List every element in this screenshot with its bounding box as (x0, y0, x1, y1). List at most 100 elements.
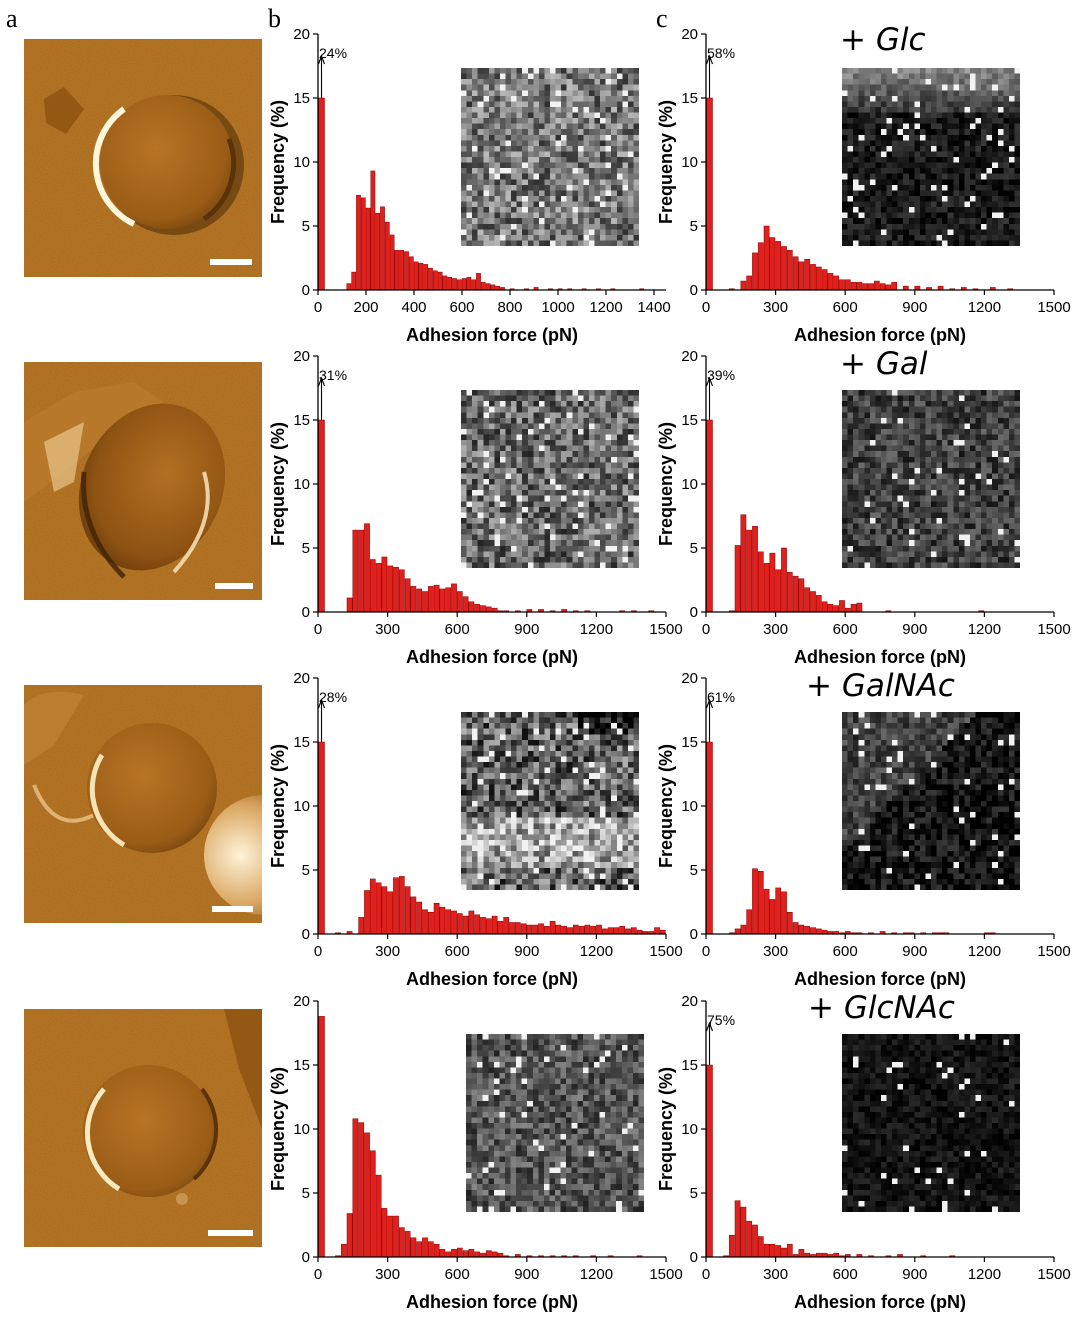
histogram-bar (792, 256, 799, 291)
y-tick-label: 20 (681, 993, 698, 1010)
histogram-bar (410, 896, 417, 935)
histogram-bar (416, 588, 423, 613)
histogram-bar (844, 279, 851, 291)
histogram-bar (792, 922, 799, 935)
histogram-bar (404, 886, 411, 935)
histogram-bar (358, 917, 365, 935)
histogram-bar (781, 1247, 787, 1258)
histogram-bar (358, 529, 365, 613)
histogram-bar (868, 283, 874, 291)
histogram-bar (404, 1231, 411, 1258)
zero-force-percentage: 58% (707, 45, 735, 61)
histogram-bar (891, 282, 898, 291)
histogram-bar (387, 565, 394, 613)
x-tick-label: 0 (314, 943, 322, 960)
y-tick-label: 15 (293, 412, 310, 429)
histogram-bar (369, 1150, 376, 1258)
histogram-bar (439, 906, 446, 935)
x-axis-title: Adhesion force (pN) (794, 325, 966, 345)
histogram-bar (462, 596, 469, 613)
histogram-bar (746, 909, 753, 935)
histogram-bar (456, 1247, 463, 1258)
histogram-bar (456, 279, 462, 291)
x-tick-label: 1200 (968, 943, 1001, 960)
x-tick-label: 0 (702, 299, 710, 316)
y-tick-label: 20 (681, 26, 698, 43)
histogram-bar (375, 882, 382, 935)
histogram-bar (428, 267, 433, 291)
histogram-bar (798, 924, 805, 935)
overflow-arrow (705, 698, 714, 742)
histogram-bar (543, 926, 550, 935)
x-tick-label: 0 (702, 621, 710, 638)
histogram-bar (365, 207, 371, 291)
zero-force-percentage: 31% (319, 367, 347, 383)
histogram-bar (404, 251, 409, 291)
histogram-bar (839, 600, 845, 613)
y-axis-title: Frequency (%) (656, 422, 676, 546)
histogram-bar (503, 917, 510, 935)
histogram-bar (746, 275, 753, 291)
histogram-c-row3: 0 5 10 15 20 0 300 600 900 1200 1500 Adhesion force… (652, 670, 1071, 995)
adhesion-map-b-row2 (461, 390, 639, 568)
overflow-arrow (705, 54, 714, 98)
histogram-bar (352, 1118, 359, 1258)
y-tick-label: 20 (293, 348, 310, 365)
x-tick-label: 900 (902, 1266, 927, 1283)
y-tick-label: 0 (302, 604, 310, 621)
histogram-bar (804, 587, 811, 613)
histogram-b-row1: 0 5 10 15 20 0 200 400 600 800 1000 1200 1400 Adhesio… (264, 26, 674, 351)
histogram-bar (480, 605, 486, 613)
histogram-bar (786, 911, 793, 935)
x-tick-label: 600 (445, 943, 470, 960)
histogram-bar (410, 586, 417, 613)
x-tick-label: 300 (763, 943, 788, 960)
x-tick-label: 600 (449, 299, 474, 316)
adhesion-map-b-row4 (466, 1034, 644, 1212)
histogram-bar (601, 928, 608, 935)
histogram-bar (763, 888, 770, 935)
histogram-bar (613, 927, 620, 935)
histogram-bar (445, 587, 452, 613)
histogram-bar (398, 876, 405, 935)
x-tick-label: 600 (833, 299, 858, 316)
y-axis-title: Frequency (%) (268, 422, 288, 546)
afm-image-row1 (24, 39, 262, 277)
histogram-bar (433, 1243, 440, 1258)
histogram-bar (706, 741, 713, 935)
x-tick-label: 600 (833, 943, 858, 960)
sugar-label-galnac: + GalNAc (806, 668, 955, 704)
histogram-bar (491, 1251, 498, 1258)
y-tick-label: 20 (293, 670, 310, 687)
x-tick-label: 300 (763, 1266, 788, 1283)
histogram-bar (471, 279, 477, 291)
histogram-bar (763, 563, 770, 613)
histogram-bar (356, 195, 361, 291)
histogram-bar (452, 278, 457, 291)
y-tick-label: 15 (293, 1057, 310, 1074)
y-tick-label: 15 (293, 90, 310, 107)
x-tick-label: 600 (833, 621, 858, 638)
x-tick-label: 1500 (1037, 621, 1070, 638)
histogram-bar (456, 913, 463, 935)
histogram-bar (369, 559, 376, 613)
y-tick-label: 5 (690, 1185, 698, 1202)
x-tick-label: 800 (497, 299, 522, 316)
histogram-bar (740, 1206, 747, 1258)
x-tick-label: 1200 (580, 621, 613, 638)
x-axis-title: Adhesion force (pN) (406, 1292, 578, 1312)
histogram-bar (462, 1250, 469, 1258)
x-tick-label: 1500 (649, 621, 682, 638)
histogram-bar (775, 1245, 782, 1258)
histogram-bar (856, 282, 863, 291)
x-tick-label: 1500 (1037, 299, 1070, 316)
adhesion-map-c-row2 (842, 390, 1020, 568)
bars (318, 1016, 643, 1258)
y-tick-label: 10 (293, 154, 310, 171)
y-tick-label: 15 (681, 734, 698, 751)
y-tick-label: 5 (690, 540, 698, 557)
histogram-bar (862, 283, 869, 291)
histogram-bar (549, 920, 556, 935)
histogram-bar (757, 871, 764, 935)
x-tick-label: 1400 (637, 299, 670, 316)
